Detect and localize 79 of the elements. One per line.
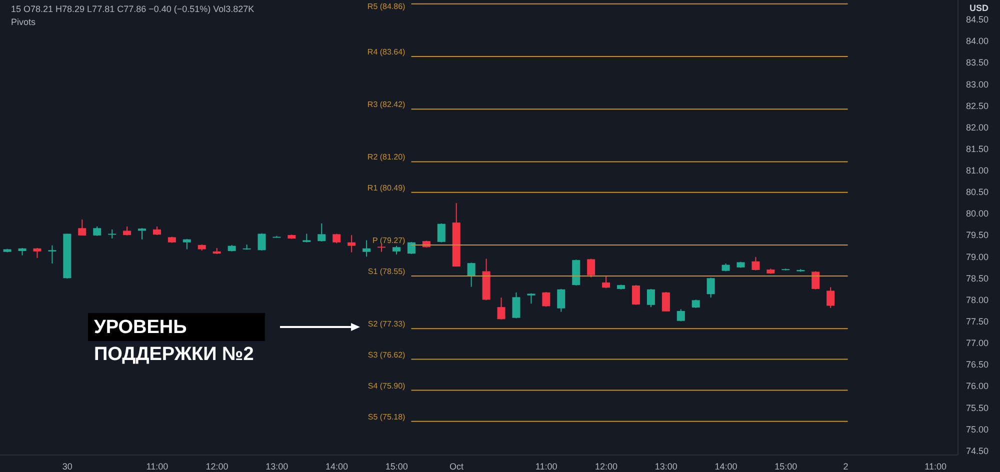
candlestick (48, 244, 56, 264)
x-tick-label: 30 (62, 461, 72, 472)
text: Pivots (11, 17, 36, 27)
ref-line-label: R4 (83.64) (367, 48, 406, 56)
annotation: УРОВЕНЬ ПОДДЕРЖКИ №2 (94, 317, 254, 365)
ref-line-label: S3 (76.62) (368, 350, 406, 360)
ref-line-label: R2 (81.20) (367, 152, 406, 162)
ref-line-label: R5 (84.86) (367, 2, 406, 11)
y-tick-label: 83.00 (966, 79, 989, 90)
candlestick (812, 270, 820, 290)
y-tick-label: 82.50 (966, 100, 989, 111)
y-tick-label: 77.00 (966, 338, 989, 348)
x-tick-label: 11:00 (146, 461, 168, 472)
candlestick (108, 228, 116, 239)
candlestick (662, 291, 670, 312)
candlestick (93, 226, 102, 236)
candlestick (826, 286, 835, 308)
candlestick (497, 297, 506, 320)
candlestick (362, 240, 371, 258)
candlestick (138, 228, 146, 240)
candlestick (33, 247, 42, 258)
candlestick (676, 308, 685, 322)
y-tick-label: 81.50 (966, 144, 989, 154)
ref-line-label: S5 (75.18) (368, 412, 406, 422)
y-tick-label: 84.00 (966, 36, 989, 46)
y-tick-label: 74.50 (966, 446, 989, 456)
candlestick (318, 222, 326, 242)
y-tick-label: 75.00 (966, 424, 989, 434)
candlestick (512, 292, 520, 319)
x-tick-label: 11:00 (924, 461, 946, 472)
x-tick-label: 12:00 (206, 461, 228, 472)
y-tick-label: 84.50 (966, 14, 989, 25)
x-tick-label: Oct (450, 461, 464, 472)
y-tick-label: 76.00 (966, 381, 989, 392)
ref-line-label: S1 (78.55) (368, 267, 406, 276)
x-tick-label: 14:00 (326, 461, 348, 472)
y-tick-label: 83.50 (966, 58, 989, 68)
y-axis-title: USD (968, 3, 990, 13)
ref-line-label: S4 (75.90) (368, 381, 406, 390)
x-tick-label: 12:00 (594, 461, 618, 472)
x-tick-label: 14:00 (714, 461, 738, 472)
x-tick-label: 2 (843, 461, 848, 472)
x-tick-label: 15:00 (385, 461, 408, 472)
x-tick-label: 15:00 (774, 461, 798, 472)
x-tick-label: 13:00 (654, 461, 678, 472)
ref-line-label: P (79.27) (372, 236, 406, 245)
chart-title: 15 O78.21 H78.29 L77.81 C77.86 −0.40 (−0.51%) Vol3.827K (11, 4, 254, 14)
x-tick-label: 13:00 (266, 461, 288, 472)
candlestick (557, 288, 566, 312)
y-tick-label: 82.00 (966, 122, 989, 132)
candlestick (437, 222, 446, 243)
candlestick (348, 234, 356, 253)
candlestick (646, 288, 655, 308)
ref-line-label: R3 (82.42) (367, 100, 406, 110)
y-tick-label: 79.00 (966, 252, 989, 262)
candlestick (602, 276, 610, 289)
y-tick-label: 80.00 (966, 208, 989, 219)
y-tick-label: 75.50 (966, 402, 989, 413)
y-tick-label: 79.50 (966, 230, 989, 240)
y-tick-label: 76.50 (966, 360, 989, 370)
candlestick (632, 284, 640, 306)
y-tick-label: 80.50 (966, 187, 989, 198)
candlestick (78, 219, 86, 236)
x-tick-label: 11:00 (535, 461, 558, 472)
candlestick (467, 262, 476, 288)
y-tick-label: 81.00 (966, 166, 989, 176)
candlestick (258, 232, 266, 252)
candlestick (752, 256, 760, 271)
y-tick-label: 78.50 (966, 273, 989, 284)
candlestick (182, 238, 191, 250)
y-tick-label: 77.50 (966, 316, 989, 326)
y-tick-label: 78.00 (966, 294, 989, 305)
candlestick (542, 291, 550, 308)
candlestick (587, 258, 596, 278)
ref-line-label: R1 (80.49) (367, 183, 406, 192)
candlestick (706, 277, 715, 298)
candlestick (123, 226, 132, 236)
candlestick (407, 241, 416, 255)
ref-line-label: S2 (77.33) (368, 320, 406, 329)
